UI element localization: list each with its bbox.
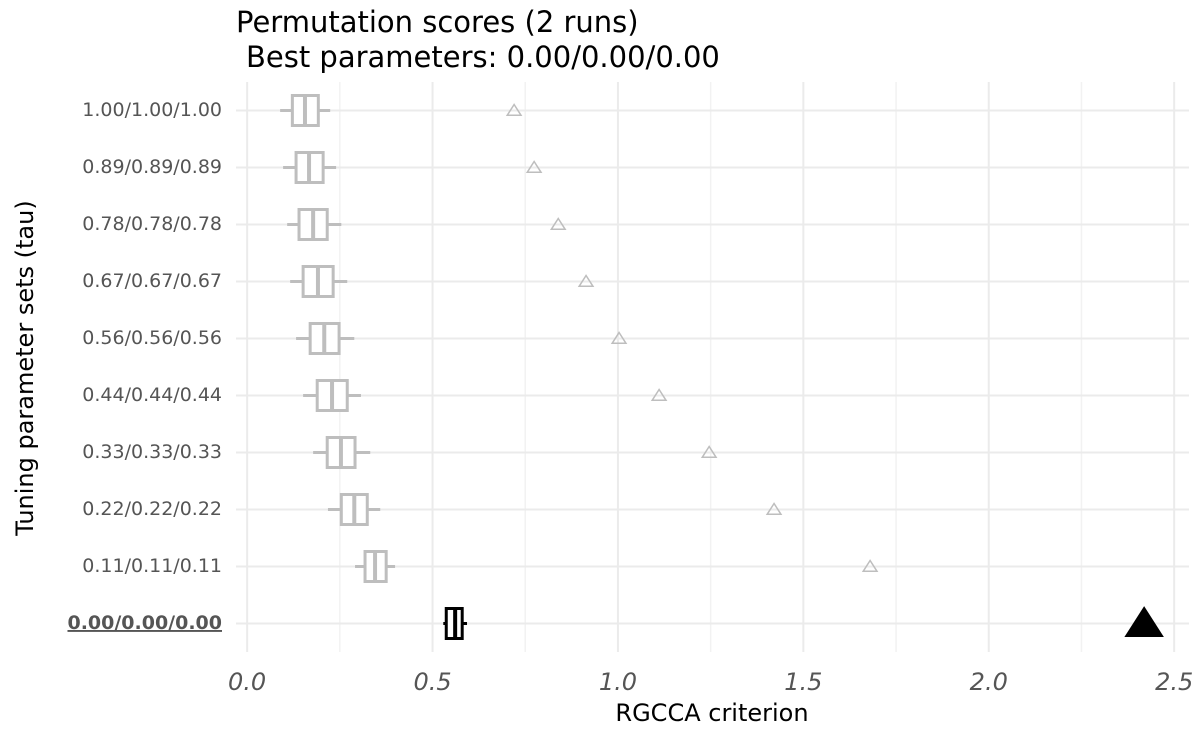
score-marker xyxy=(577,274,595,288)
x-axis-title: RGCCA criterion xyxy=(615,699,808,727)
x-tick-label: 2.5 xyxy=(1155,668,1193,696)
y-tick-label: 0.44/0.44/0.44 xyxy=(82,384,222,406)
score-marker xyxy=(650,388,668,402)
y-tick-label: 0.89/0.89/0.89 xyxy=(82,156,222,178)
score-marker xyxy=(700,445,718,459)
x-tick-label: 1.5 xyxy=(784,668,822,696)
y-tick-label: 0.00/0.00/0.00 xyxy=(67,612,222,634)
x-tick-label: 0.0 xyxy=(228,668,266,696)
x-tick-label: 0.5 xyxy=(413,668,451,696)
score-marker xyxy=(610,331,628,345)
x-tick-label: 1.0 xyxy=(599,668,637,696)
score-marker xyxy=(549,217,567,231)
score-marker xyxy=(765,502,783,516)
chart-subtitle: Best parameters: 0.00/0.00/0.00 xyxy=(246,40,720,74)
y-tick-label: 0.56/0.56/0.56 xyxy=(82,327,222,349)
y-tick-label: 0.11/0.11/0.11 xyxy=(82,555,222,577)
y-tick-label: 0.67/0.67/0.67 xyxy=(82,270,222,292)
y-tick-label: 0.33/0.33/0.33 xyxy=(82,441,222,463)
score-marker xyxy=(525,160,543,174)
score-marker xyxy=(1124,606,1164,638)
x-tick-label: 2.0 xyxy=(970,668,1008,696)
y-tick-label: 0.22/0.22/0.22 xyxy=(82,498,222,520)
score-marker xyxy=(505,103,523,117)
y-tick-label: 1.00/1.00/1.00 xyxy=(82,99,222,121)
score-marker xyxy=(861,559,879,573)
chart-title: Permutation scores (2 runs) xyxy=(236,5,639,39)
y-axis-title: Tuning parameter sets (tau) xyxy=(11,200,39,536)
y-tick-label: 0.78/0.78/0.78 xyxy=(82,213,222,235)
